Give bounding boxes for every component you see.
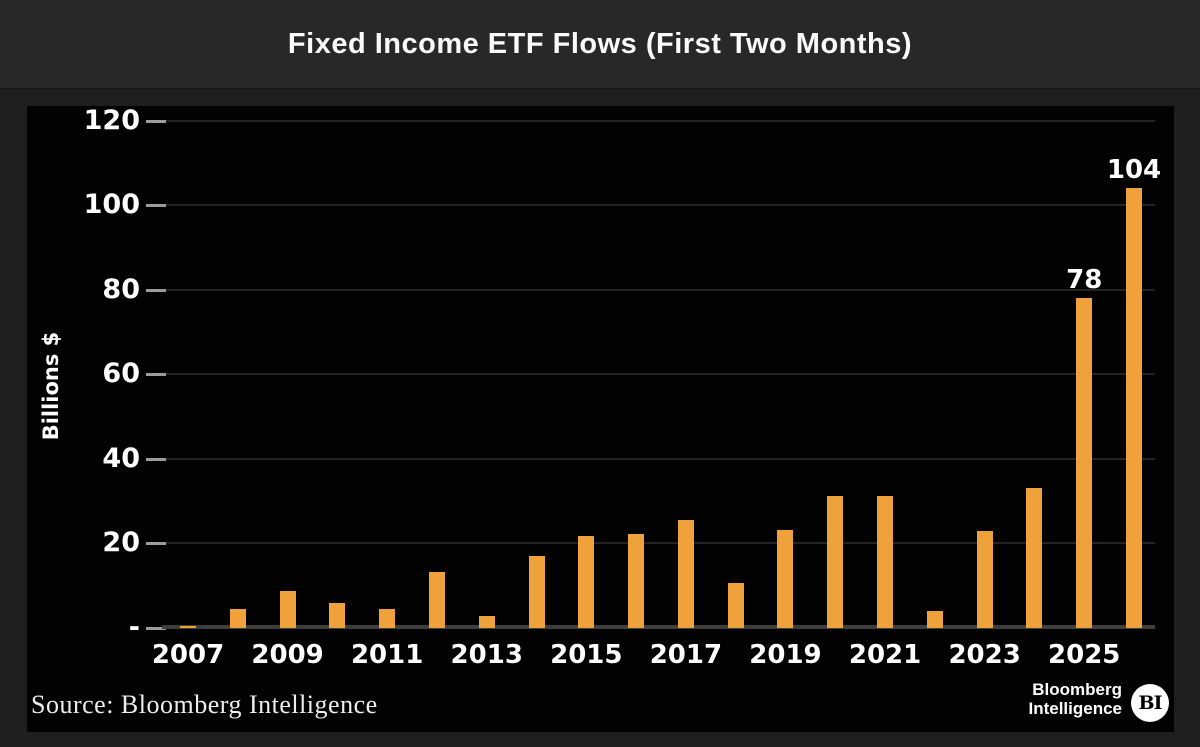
x-axis-tick-label-2007: 2007 [151, 640, 225, 670]
x-axis-line [162, 625, 1155, 629]
x-axis-tick-label-2011: 2011 [350, 640, 424, 670]
y-axis-tick-label-40: 40 [102, 442, 140, 474]
gridline-100 [165, 204, 1155, 207]
gridline-20 [165, 542, 1155, 545]
bar-2013 [478, 616, 495, 628]
x-axis-tick-label-2019: 2019 [749, 640, 822, 670]
bar-2016 [628, 533, 645, 628]
bar-2011 [379, 608, 396, 628]
chart-title-bar: Fixed Income ETF Flows (First Two Months… [0, 0, 1200, 90]
bar-2009 [279, 591, 296, 628]
logo-line-1: Bloomberg [1032, 680, 1122, 699]
bar-2024 [1026, 488, 1043, 628]
x-axis-tick-label-2013: 2013 [450, 640, 523, 670]
bar-2026 [1126, 188, 1142, 628]
bar-2008 [229, 608, 246, 628]
gridline-40 [165, 457, 1155, 460]
gridline-60 [165, 373, 1155, 376]
bar-2023 [976, 530, 993, 628]
bar-2015 [578, 536, 595, 628]
bar-value-label-2026: 104 [1106, 155, 1162, 186]
bar-2022 [926, 611, 943, 628]
bar-2025 [1076, 298, 1093, 628]
bi-badge-icon: BI [1131, 684, 1169, 722]
y-axis-tick-label-120: 120 [83, 104, 140, 136]
x-axis-tick-label-2017: 2017 [649, 640, 723, 670]
bloomberg-intelligence-logo-text: Bloomberg Intelligence [1028, 680, 1122, 718]
x-axis-tick-label-2021: 2021 [848, 640, 922, 670]
logo-line-2: Intelligence [1028, 699, 1122, 718]
y-axis-tick-label-80: 80 [102, 273, 140, 305]
y-axis-tick-0 [146, 627, 166, 630]
x-axis-tick-label-2015: 2015 [550, 640, 623, 670]
y-axis-tick-60 [146, 373, 166, 377]
gridline-120 [165, 119, 1155, 122]
x-axis-tick-label-2023: 2023 [948, 640, 1021, 670]
source-text: Source: Bloomberg Intelligence [31, 690, 378, 719]
bar-2014 [528, 556, 545, 628]
gridline-80 [165, 288, 1155, 291]
y-axis-tick-label-0: - [128, 612, 140, 643]
y-axis-tick-100 [146, 204, 166, 208]
bar-2021 [877, 496, 894, 628]
y-axis-tick-label-60: 60 [102, 358, 140, 390]
y-axis-tick-40 [146, 457, 166, 461]
bar-2019 [777, 529, 794, 628]
chart-title: Fixed Income ETF Flows (First Two Months… [287, 27, 913, 60]
bar-2020 [827, 496, 844, 628]
chart-panel: Billions $ Source: Bloomberg Intelligenc… [27, 104, 1174, 732]
y-axis-tick-80 [146, 288, 166, 292]
bar-2017 [677, 520, 694, 628]
bar-2018 [727, 583, 744, 628]
y-axis-tick-20 [146, 542, 166, 546]
y-axis-tick-label-100: 100 [83, 189, 140, 221]
y-axis-tick-120 [146, 119, 166, 123]
x-axis-tick-label-2009: 2009 [251, 640, 324, 670]
bar-2012 [428, 572, 445, 628]
bar-2007 [180, 626, 196, 628]
x-axis-tick-label-2025: 2025 [1048, 640, 1121, 670]
bar-2010 [329, 603, 346, 628]
y-axis-tick-label-20: 20 [102, 527, 140, 559]
bar-value-label-2025: 78 [1066, 265, 1103, 296]
